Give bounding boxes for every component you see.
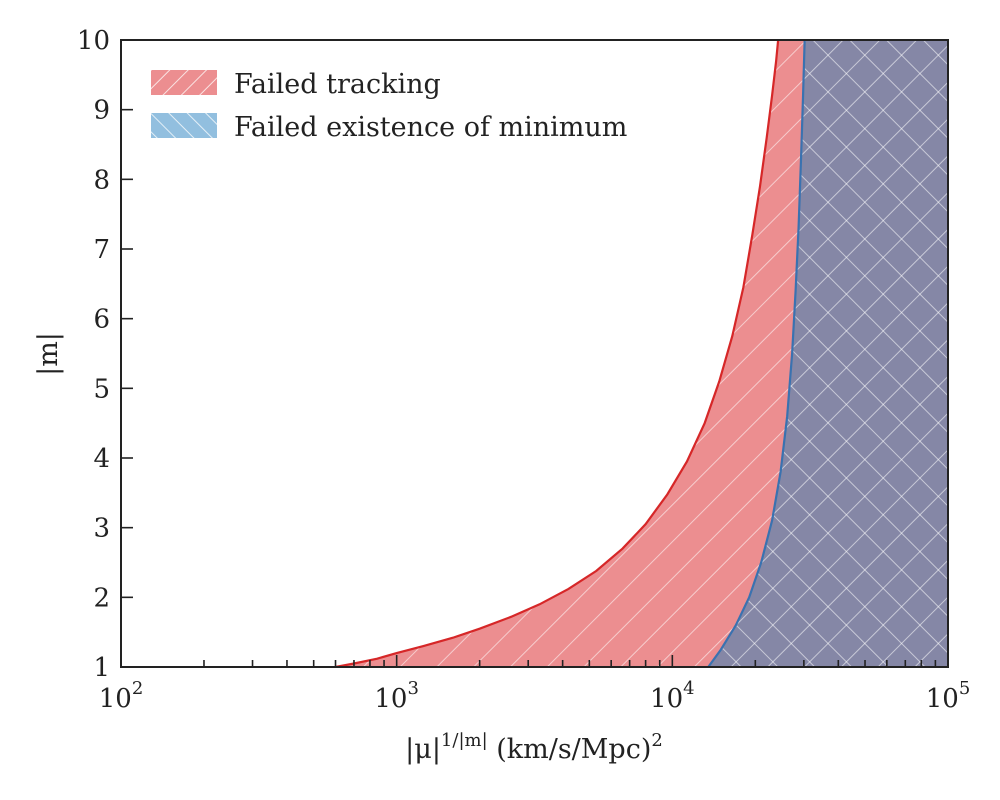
x-axis-label-base: |μ| bbox=[405, 734, 441, 765]
hatch-failed-existence bbox=[708, 40, 948, 667]
boundary-failed-existence bbox=[707, 40, 806, 667]
legend-swatch-failed-existence-hatch bbox=[151, 113, 217, 138]
y-tick-label: 5 bbox=[93, 374, 110, 404]
plot-frame bbox=[120, 39, 949, 668]
y-tick-label: 9 bbox=[93, 96, 110, 126]
legend-label-failed-existence: Failed existence of minimum bbox=[234, 112, 627, 143]
x-tick-label-exponent: 3 bbox=[407, 678, 418, 699]
x-tick-label-exponent: 4 bbox=[683, 678, 694, 699]
legend-label-failed-tracking: Failed tracking bbox=[234, 69, 441, 100]
y-tick-label: 1 bbox=[93, 653, 110, 683]
x-tick-label-base: 10 bbox=[99, 684, 132, 714]
y-tick-label: 4 bbox=[93, 444, 110, 474]
y-axis-label: |m| bbox=[33, 332, 64, 376]
x-axis-label-units: (km/s/Mpc) bbox=[488, 734, 652, 765]
y-tick-label: 6 bbox=[93, 305, 110, 335]
x-tick-label-base: 10 bbox=[926, 684, 959, 714]
x-axis-label: |μ|1/|m| (km/s/Mpc)2 bbox=[405, 730, 663, 765]
y-tick-label: 10 bbox=[77, 26, 110, 56]
x-axis-label-units-exponent: 2 bbox=[651, 730, 662, 751]
y-tick-label: 7 bbox=[93, 235, 110, 265]
y-tick-label: 2 bbox=[93, 583, 110, 613]
x-tick-label-base: 10 bbox=[374, 684, 407, 714]
y-tick-label: 8 bbox=[93, 165, 110, 195]
x-axis-label-exponent: 1/|m| bbox=[441, 730, 488, 751]
x-tick-label-exponent: 2 bbox=[132, 678, 143, 699]
x-tick-label-base: 10 bbox=[650, 684, 683, 714]
plot-regions bbox=[335, 40, 948, 667]
boundary-failed-tracking bbox=[335, 40, 780, 667]
x-tick-label: 102 bbox=[99, 678, 144, 714]
x-tick-label: 105 bbox=[926, 678, 971, 714]
legend-swatch-failed-tracking-hatch bbox=[151, 70, 217, 95]
x-tick-label: 103 bbox=[374, 678, 419, 714]
y-tick-label: 3 bbox=[93, 514, 110, 544]
x-tick-label-exponent: 5 bbox=[959, 678, 970, 699]
axis-ticks bbox=[120, 39, 937, 668]
x-tick-label: 104 bbox=[650, 678, 695, 714]
legend: Failed tracking Failed existence of mini… bbox=[151, 69, 627, 143]
